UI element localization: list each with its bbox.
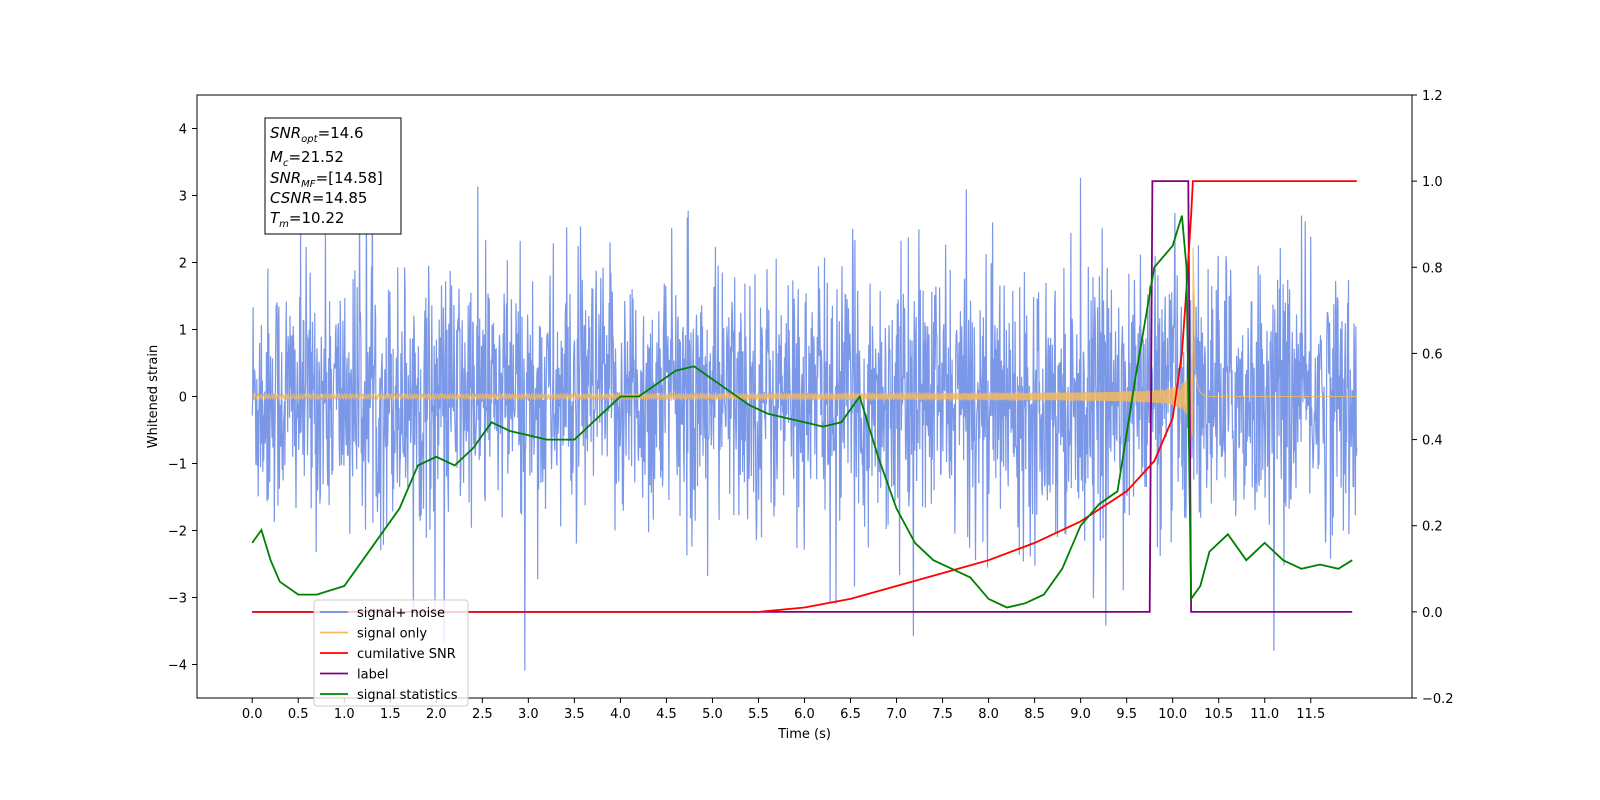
y-axis-left: 4 3 2 1 0 −1 −2 −3 −4 xyxy=(168,123,197,674)
x-tick-label: 3.0 xyxy=(518,707,539,722)
y2-tick-label: −0.2 xyxy=(1422,692,1454,707)
x-tick-label: 3.5 xyxy=(564,707,585,722)
x-tick-label: 6.0 xyxy=(794,707,815,722)
x-axis: 0.0 0.5 1.0 1.5 2.0 2.5 3.0 3.5 4.0 4.5 5.0 5.5 6.0 6… xyxy=(242,698,1325,722)
y2-tick-label: 0.4 xyxy=(1422,434,1443,449)
annotation-tm: Tm=10.22 xyxy=(270,209,344,230)
legend-label: signal+ noise xyxy=(357,606,445,621)
y-tick-label: 4 xyxy=(179,123,187,138)
y2-tick-label: 0.2 xyxy=(1422,520,1443,535)
y-tick-label: 1 xyxy=(179,324,187,339)
y-tick-label: −4 xyxy=(168,659,187,674)
y-axis-right: 1.2 1.0 0.8 0.6 0.4 0.2 0.0 −0.2 xyxy=(1412,89,1454,707)
series-layer xyxy=(251,154,1358,671)
y2-tick-label: 0.8 xyxy=(1422,261,1443,276)
legend-label: signal statistics xyxy=(357,688,458,703)
x-tick-label: 0.5 xyxy=(288,707,309,722)
x-tick-label: 0.0 xyxy=(242,707,263,722)
y-tick-label: −3 xyxy=(168,592,187,607)
y2-tick-label: 0.0 xyxy=(1422,606,1443,621)
annotation-csnr: CSNR=14.85 xyxy=(270,189,367,207)
x-axis-label: Time (s) xyxy=(777,727,831,742)
x-tick-label: 1.5 xyxy=(380,707,401,722)
series-cumulative-snr xyxy=(252,180,1357,613)
y2-tick-label: 1.0 xyxy=(1422,175,1443,190)
x-tick-label: 1.0 xyxy=(334,707,355,722)
legend-label: cumilative SNR xyxy=(357,647,456,662)
legend-box xyxy=(313,599,469,707)
x-tick-label: 7.5 xyxy=(932,707,953,722)
x-tick-label: 4.5 xyxy=(656,707,677,722)
x-tick-label: 2.5 xyxy=(472,707,493,722)
y-tick-label: 2 xyxy=(179,257,187,272)
x-tick-label: 9.5 xyxy=(1116,707,1137,722)
y2-tick-label: 1.2 xyxy=(1422,89,1443,104)
x-tick-label: 10.0 xyxy=(1158,707,1187,722)
x-tick-label: 7.0 xyxy=(886,707,907,722)
x-tick-label: 5.5 xyxy=(748,707,769,722)
annotation-mc: Mc=21.52 xyxy=(270,148,344,169)
y-tick-label: 3 xyxy=(179,190,187,205)
annotation-snr-opt: SNRopt=14.6 xyxy=(270,124,364,145)
x-tick-label: 11.5 xyxy=(1296,707,1325,722)
series-signal-only xyxy=(251,247,1357,438)
y-axis-label: Whitened strain xyxy=(146,345,161,448)
legend-label: label xyxy=(357,668,388,683)
stats-annotation-box: SNRopt=14.6 Mc=21.52 SNRMF=[14.58] CSNR=… xyxy=(264,117,402,235)
x-tick-label: 9.0 xyxy=(1070,707,1091,722)
x-tick-label: 11.0 xyxy=(1250,707,1279,722)
x-tick-label: 2.0 xyxy=(426,707,447,722)
annotation-snr-mf: SNRMF=[14.58] xyxy=(270,169,383,190)
series-signal-plus-noise xyxy=(251,154,1358,671)
y-tick-label: −2 xyxy=(168,525,187,540)
y2-tick-label: 0.6 xyxy=(1422,347,1443,362)
legend: signal+ noise signal only cumilative SNR la… xyxy=(313,599,469,707)
x-tick-label: 6.5 xyxy=(840,707,861,722)
x-tick-label: 4.0 xyxy=(610,707,631,722)
y-tick-label: −1 xyxy=(168,458,187,473)
x-tick-label: 5.0 xyxy=(702,707,723,722)
series-signal-statistics xyxy=(251,215,1353,609)
x-tick-label: 10.5 xyxy=(1204,707,1233,722)
series-label xyxy=(252,180,1353,613)
x-tick-label: 8.5 xyxy=(1024,707,1045,722)
y-tick-label: 0 xyxy=(179,391,187,406)
legend-label: signal only xyxy=(357,627,427,642)
x-tick-label: 8.0 xyxy=(978,707,999,722)
